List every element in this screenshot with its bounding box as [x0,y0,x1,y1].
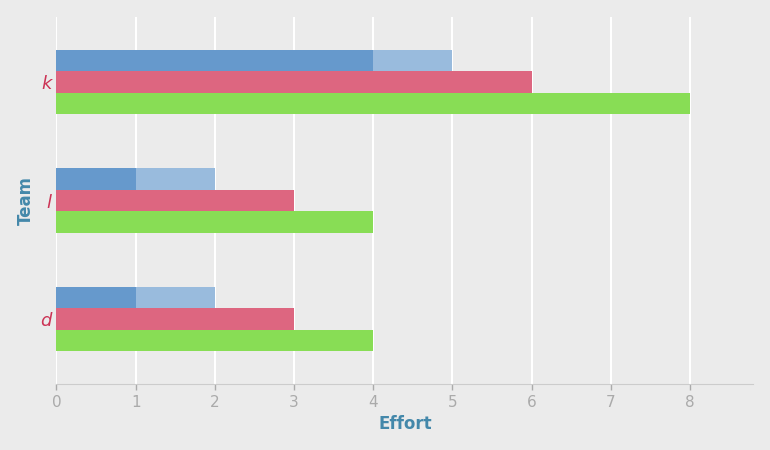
Bar [56,71,531,93]
Bar [373,50,453,71]
Y-axis label: Team: Team [17,176,35,225]
Bar [56,211,373,233]
Bar [136,287,215,308]
Bar [136,168,215,190]
Bar [56,190,294,211]
Bar [56,93,690,114]
Bar [56,330,373,351]
Bar [56,308,294,330]
Bar [56,50,373,71]
Bar [56,287,136,308]
Bar [56,168,136,190]
X-axis label: Effort: Effort [378,415,432,433]
